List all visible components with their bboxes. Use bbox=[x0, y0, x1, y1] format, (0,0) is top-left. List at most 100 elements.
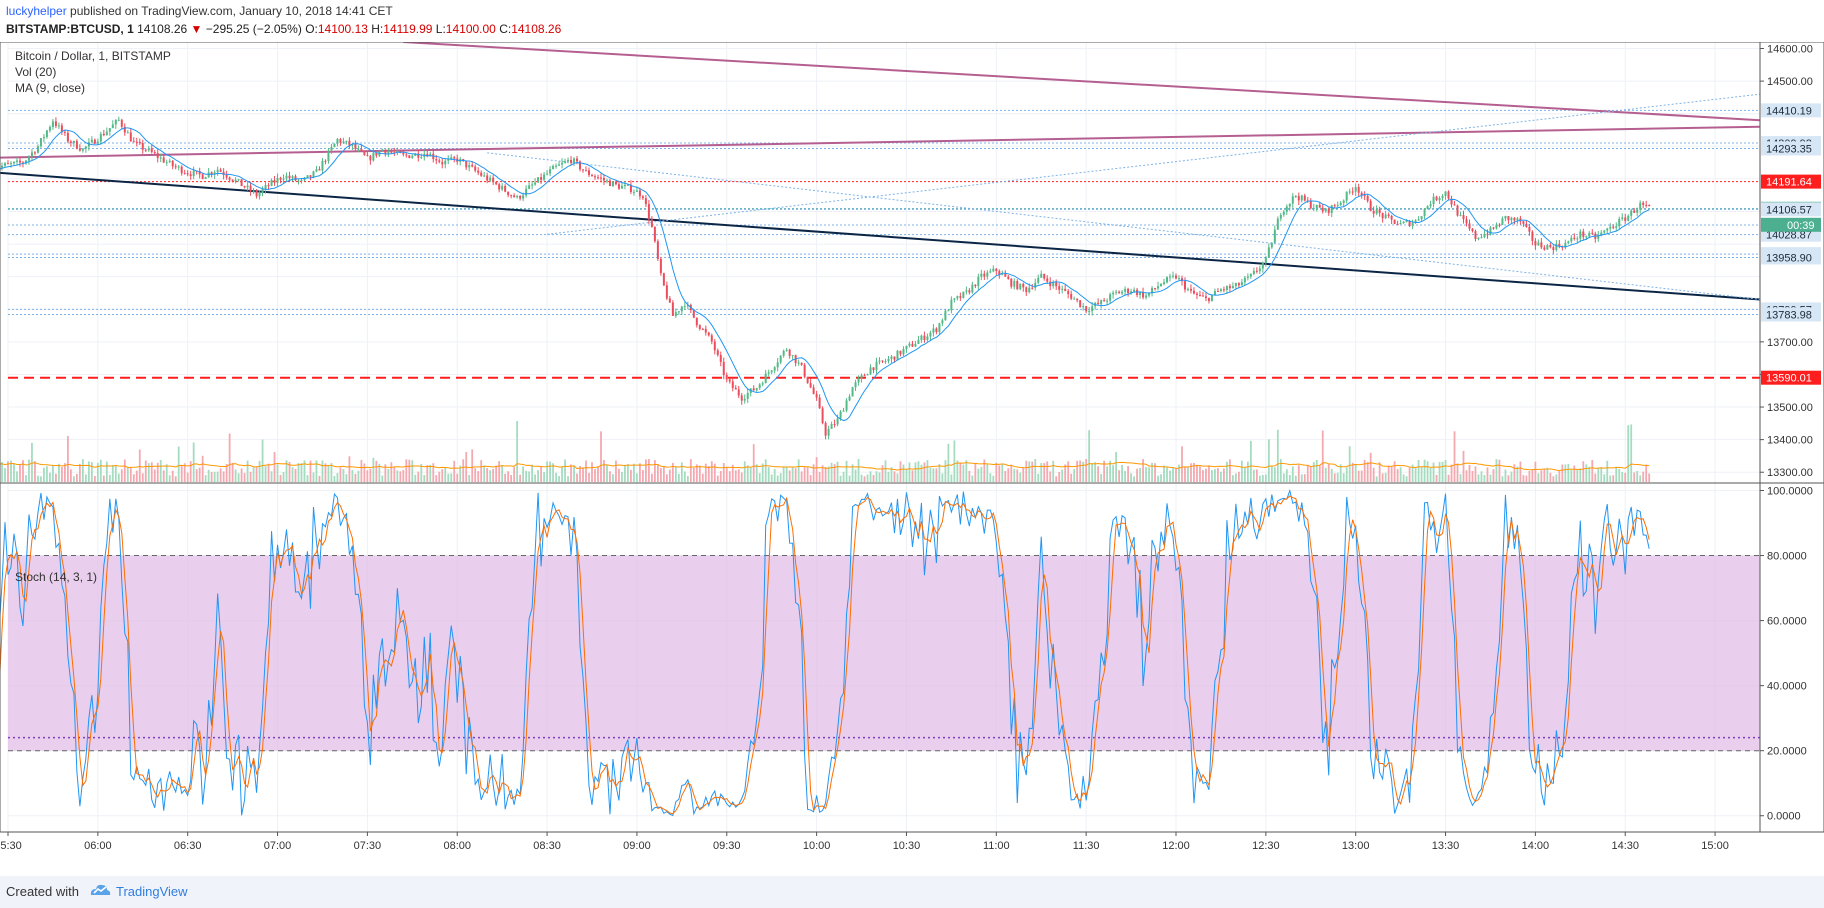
candle-body bbox=[1465, 219, 1468, 224]
stoch-k-line bbox=[0, 488, 1650, 817]
volume-bar bbox=[848, 475, 851, 482]
candle-body bbox=[791, 355, 794, 357]
volume-bar bbox=[105, 461, 108, 482]
candle-body bbox=[141, 143, 144, 150]
candle-body bbox=[1318, 204, 1321, 208]
candle-body bbox=[1513, 217, 1516, 221]
volume-bar bbox=[839, 475, 842, 482]
candle-body bbox=[180, 166, 183, 174]
volume-bar bbox=[360, 459, 363, 482]
candle-body bbox=[1213, 290, 1216, 295]
volume-bar bbox=[1648, 473, 1651, 482]
candle-body bbox=[384, 149, 387, 154]
volume-bar bbox=[908, 462, 911, 482]
candle-body bbox=[1124, 288, 1127, 292]
candle-body bbox=[1330, 205, 1333, 213]
trendlines bbox=[0, 41, 1761, 301]
chart-area[interactable]: 14600.0014500.0013700.0013600.0013500.00… bbox=[0, 41, 1824, 876]
volume-bar bbox=[585, 460, 587, 482]
chart-header: luckyhelper published on TradingView.com… bbox=[0, 0, 1824, 42]
volume-bar bbox=[992, 475, 995, 482]
volume-bar bbox=[222, 471, 225, 482]
volume-bar bbox=[1097, 466, 1100, 482]
candle-body bbox=[1022, 283, 1025, 288]
author-link[interactable]: luckyhelper bbox=[6, 4, 67, 18]
open-label: O: bbox=[305, 22, 318, 36]
level-badge-label: 14410.19 bbox=[1766, 105, 1812, 117]
volume-bar bbox=[1187, 466, 1189, 482]
volume-bar bbox=[192, 442, 195, 482]
candle-body bbox=[1390, 215, 1393, 220]
candle-body bbox=[1423, 208, 1426, 217]
volume-bar bbox=[1175, 467, 1177, 482]
volume-bar bbox=[1420, 466, 1423, 482]
volume-bar bbox=[507, 471, 510, 482]
volume-bar bbox=[830, 462, 833, 482]
candle-body bbox=[1034, 282, 1037, 288]
candle-body bbox=[1636, 209, 1639, 213]
candle-body bbox=[950, 299, 953, 311]
candle-body bbox=[1037, 277, 1040, 283]
volume-bar bbox=[1127, 466, 1129, 482]
candle-body bbox=[1309, 200, 1312, 209]
candle-body bbox=[93, 139, 96, 144]
volume-bar bbox=[656, 464, 659, 482]
candle-body bbox=[12, 161, 15, 164]
volume-bar bbox=[824, 466, 827, 482]
volume-bar bbox=[276, 464, 279, 482]
volume-bar bbox=[1046, 461, 1049, 482]
volume-bar bbox=[1432, 462, 1435, 482]
volume-bar bbox=[1196, 464, 1198, 482]
volume-bar bbox=[1537, 473, 1540, 482]
volume-bar bbox=[516, 421, 519, 482]
candle-body bbox=[477, 170, 480, 173]
volume-bar bbox=[55, 473, 57, 482]
candle-body bbox=[267, 185, 270, 187]
tradingview-brand[interactable]: TradingView bbox=[116, 884, 188, 899]
candle-body bbox=[1558, 243, 1561, 247]
candle-body bbox=[225, 174, 228, 178]
candle-body bbox=[519, 196, 522, 199]
volume-bar bbox=[1252, 469, 1255, 482]
chart-title: Bitcoin / Dollar, 1, BITSTAMP bbox=[15, 49, 171, 63]
volume-bar bbox=[1184, 466, 1186, 482]
candle-body bbox=[204, 177, 207, 179]
candle-body bbox=[258, 192, 261, 197]
level-badge-label: 13958.90 bbox=[1766, 252, 1812, 264]
volume-bar bbox=[405, 459, 408, 482]
candle-body bbox=[641, 196, 644, 199]
volume-bar bbox=[1133, 476, 1135, 482]
volume-bar bbox=[950, 474, 953, 482]
candle-body bbox=[1270, 242, 1273, 248]
volume-bar bbox=[719, 470, 722, 482]
chart-svg[interactable]: 14600.0014500.0013700.0013600.0013500.00… bbox=[0, 41, 1824, 876]
candle-body bbox=[1378, 209, 1381, 214]
candle-body bbox=[1384, 214, 1387, 219]
volume-bar bbox=[66, 436, 69, 482]
candle-body bbox=[510, 195, 513, 197]
volume-bar bbox=[183, 463, 186, 482]
candle-body bbox=[345, 140, 348, 142]
tradingview-logo-icon[interactable] bbox=[88, 881, 112, 899]
candle-body bbox=[444, 160, 447, 165]
volume-bar bbox=[1462, 450, 1465, 482]
candle-body bbox=[465, 160, 468, 168]
candle-body bbox=[393, 152, 396, 154]
candle-body bbox=[881, 360, 884, 362]
level-badge bbox=[1761, 202, 1821, 217]
volume-bar bbox=[384, 464, 387, 482]
volume-bar bbox=[788, 470, 791, 482]
candle-body bbox=[1130, 291, 1133, 294]
candle-body bbox=[1175, 275, 1177, 279]
volume-bar bbox=[743, 461, 746, 482]
candle-body bbox=[1321, 207, 1324, 212]
volume-bar bbox=[69, 469, 72, 482]
candle-body bbox=[737, 389, 740, 396]
candle-body bbox=[1243, 277, 1246, 283]
level-badge bbox=[1761, 307, 1821, 322]
candle-body bbox=[674, 312, 677, 316]
volume-bar bbox=[701, 473, 704, 482]
candle-body bbox=[959, 296, 962, 298]
candle-body bbox=[887, 358, 890, 362]
volume-bar bbox=[1405, 476, 1408, 482]
